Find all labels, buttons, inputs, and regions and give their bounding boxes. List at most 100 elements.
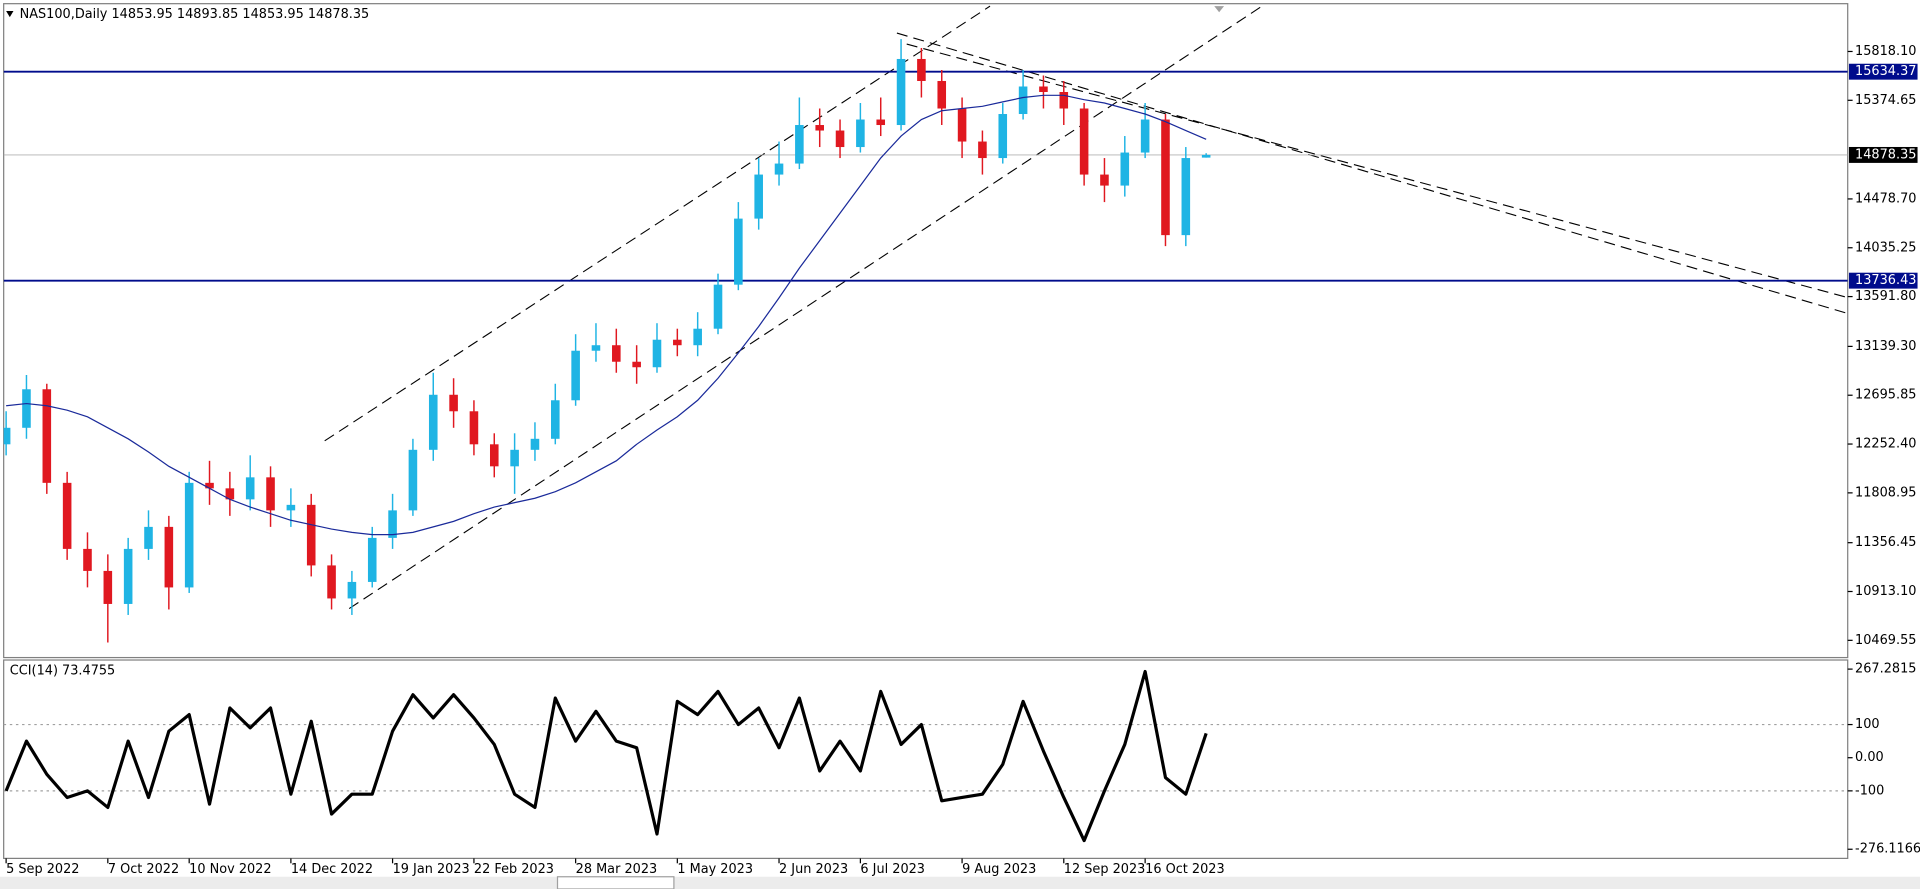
- candle-body: [347, 581, 357, 599]
- candle-body: [1140, 119, 1150, 153]
- x-tick-label: 22 Feb 2023: [474, 862, 554, 877]
- candle-body: [1201, 154, 1211, 158]
- candle-body: [103, 570, 113, 604]
- candle-body: [428, 394, 438, 450]
- x-tick-label: 9 Aug 2023: [962, 862, 1036, 877]
- candle-body: [815, 125, 824, 131]
- channel-upper: [324, 5, 991, 442]
- y-tick-label: 13591.80: [1855, 289, 1916, 304]
- y-tick-label: -276.1166: [1855, 842, 1920, 857]
- y-tick-label: 10913.10: [1855, 584, 1916, 599]
- x-tick-label: 14 Dec 2022: [291, 862, 373, 877]
- x-tick-label: 28 Mar 2023: [576, 862, 658, 877]
- channel-lower: [348, 5, 1263, 610]
- x-tick-label: 7 Oct 2022: [108, 862, 179, 877]
- price-label-box: [1848, 272, 1918, 289]
- plot: [3, 39, 1848, 643]
- chart-title: NAS100,Daily 14853.95 14893.85 14853.95 …: [20, 7, 370, 22]
- candle-body: [795, 125, 804, 164]
- x-tick-label: 1 May 2023: [677, 862, 753, 877]
- shift-marker: [1214, 6, 1225, 13]
- candle-body: [489, 444, 499, 467]
- candle-body: [693, 328, 702, 346]
- candle-body: [388, 510, 397, 538]
- candle-body: [62, 482, 72, 549]
- candle-body: [835, 130, 845, 148]
- candle-body: [1059, 91, 1069, 109]
- candle-body: [632, 361, 641, 368]
- price-panel: [3, 3, 1849, 659]
- y-tick-label: 0.00: [1855, 750, 1884, 765]
- candle-body: [551, 400, 560, 439]
- candle-body: [144, 526, 153, 549]
- x-tick-label: 5 Sep 2022: [6, 862, 79, 877]
- candle-body: [774, 163, 784, 175]
- y-tick-label: 267.2815: [1855, 662, 1916, 677]
- y-tick-label: 12695.85: [1855, 388, 1916, 403]
- candle-body: [978, 141, 987, 159]
- candle-body: [367, 537, 377, 582]
- y-tick-label: 14478.70: [1855, 191, 1916, 206]
- x-tick-label: 12 Sep 2023: [1064, 862, 1146, 877]
- candle-body: [225, 488, 235, 500]
- candle-body: [42, 389, 52, 483]
- moving-average: [6, 94, 1207, 536]
- x-tick-label: 6 Jul 2023: [860, 862, 925, 877]
- candle-body: [530, 438, 540, 450]
- candle-body: [1181, 158, 1191, 236]
- y-tick-label: 15374.65: [1855, 93, 1916, 108]
- candle-body: [1039, 86, 1048, 92]
- candle-body: [266, 477, 275, 511]
- price-label: 15634.37: [1855, 64, 1916, 79]
- x-tick-label: 2 Jun 2023: [779, 862, 848, 877]
- candle-body: [673, 339, 682, 346]
- candle-body: [876, 119, 886, 126]
- candle-body: [612, 345, 621, 362]
- candle-body: [306, 504, 316, 566]
- candle-body: [652, 339, 662, 368]
- y-tick-label: 100: [1855, 717, 1880, 732]
- candle-body: [896, 58, 906, 126]
- candle-body: [22, 389, 31, 428]
- candle-body: [1120, 152, 1130, 186]
- cci-line: [4, 669, 1208, 843]
- candle-body: [856, 119, 865, 148]
- price-label-box: [1848, 63, 1918, 80]
- candle-body: [123, 548, 133, 604]
- candle-body: [591, 345, 601, 351]
- candle-body: [1161, 119, 1170, 236]
- indicator-title: CCI(14) 73.4755: [10, 664, 115, 679]
- resistance-line: [896, 32, 1848, 315]
- y-tick-label: 12252.40: [1855, 437, 1916, 452]
- candle-body: [286, 504, 296, 511]
- candle-body: [469, 411, 479, 445]
- candle-body: [327, 565, 336, 599]
- candle-body: [205, 482, 214, 489]
- candle-body: [754, 174, 763, 219]
- candle-body: [83, 548, 92, 571]
- candle-body: [571, 350, 580, 401]
- candle-body: [734, 218, 743, 285]
- y-tick-label: 15818.10: [1855, 44, 1916, 59]
- x-tick-label: 10 Nov 2022: [189, 862, 271, 877]
- y-tick-label: 13139.30: [1855, 339, 1916, 354]
- candle-body: [164, 526, 174, 588]
- x-tick-label: 16 Oct 2023: [1145, 862, 1225, 877]
- candle-body: [510, 449, 519, 467]
- y-tick-label: 10469.55: [1855, 633, 1916, 648]
- candle-body: [449, 394, 458, 412]
- candle-body: [957, 108, 967, 142]
- candle-body: [998, 114, 1008, 159]
- candle-body: [713, 284, 723, 329]
- candle-body: [1100, 174, 1109, 186]
- y-tick-label: -100: [1855, 783, 1884, 798]
- price-label: 13736.43: [1855, 273, 1916, 288]
- candle-body: [1018, 86, 1028, 115]
- y-tick-label: 11808.95: [1855, 485, 1916, 500]
- candle-body: [917, 58, 926, 81]
- current-price-label: 14878.35: [1855, 147, 1916, 162]
- candle-body: [937, 80, 947, 109]
- y-tick-label: 11356.45: [1855, 535, 1916, 550]
- active-tab[interactable]: [556, 876, 675, 889]
